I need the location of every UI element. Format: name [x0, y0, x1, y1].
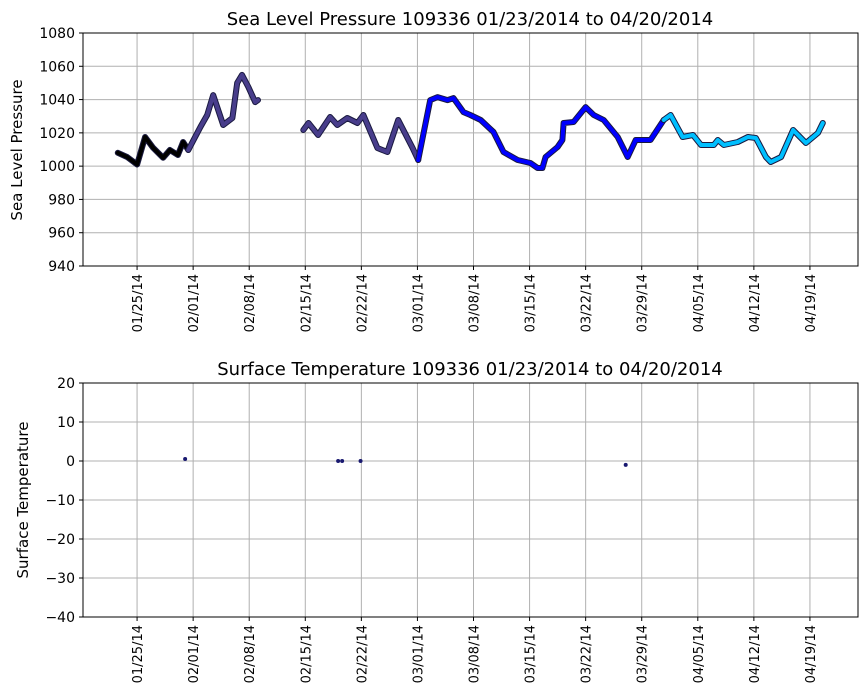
- y-tick-label: −40: [45, 610, 75, 626]
- x-tick-label: 03/15/14: [524, 274, 539, 332]
- y-tick-label: 1080: [39, 26, 75, 42]
- y-tick-label: −20: [45, 532, 75, 548]
- x-tick-label: 02/01/14: [187, 274, 202, 332]
- x-tick-label: 04/12/14: [748, 625, 763, 683]
- sea-level-pressure-chart: Sea Level Pressure 109336 01/23/2014 to …: [8, 9, 859, 332]
- chart-title: Surface Temperature 109336 01/23/2014 to…: [217, 359, 722, 380]
- x-tick-label: 02/22/14: [355, 625, 370, 683]
- x-tick-label: 01/25/14: [131, 274, 146, 332]
- y-axis-label: Surface Temperature: [14, 422, 32, 579]
- data-point: [340, 459, 345, 463]
- x-tick-label: 04/12/14: [748, 274, 763, 332]
- x-tick-label: 03/22/14: [580, 274, 595, 332]
- series-line-segment-5: [661, 113, 825, 164]
- series-line-segment-3: [301, 113, 421, 162]
- y-tick-label: 1060: [39, 59, 75, 75]
- x-tick-label: 02/08/14: [243, 274, 258, 332]
- x-tick-label: 04/19/14: [804, 625, 819, 683]
- y-tick-label: 10: [57, 415, 75, 431]
- y-tick-label: 1040: [39, 93, 75, 109]
- plot-frame: [82, 382, 859, 618]
- x-tick-label: 03/29/14: [636, 625, 651, 683]
- y-tick-label: 0: [66, 454, 75, 470]
- x-tick-label: 03/08/14: [468, 274, 483, 332]
- x-tick-label: 03/01/14: [411, 625, 426, 683]
- y-tick-label: 1020: [39, 126, 75, 142]
- y-tick-label: 980: [48, 192, 75, 208]
- x-tick-label: 03/15/14: [524, 625, 539, 683]
- x-tick-label: 02/01/14: [187, 625, 202, 683]
- series-line-segment-2: [186, 72, 260, 152]
- y-tick-label: 940: [48, 259, 75, 275]
- x-tick-label: 03/01/14: [411, 274, 426, 332]
- y-tick-label: 1000: [39, 159, 75, 175]
- data-point: [183, 457, 188, 462]
- surface-temperature-chart: Surface Temperature 109336 01/23/2014 to…: [14, 359, 859, 683]
- x-tick-label: 02/22/14: [355, 274, 370, 332]
- data-point: [358, 459, 363, 463]
- x-tick-label: 04/05/14: [692, 625, 707, 683]
- x-tick-label: 04/19/14: [804, 274, 819, 332]
- x-tick-label: 03/29/14: [636, 274, 651, 332]
- y-tick-label: −10: [45, 493, 75, 509]
- y-tick-label: 960: [48, 226, 75, 242]
- x-tick-label: 03/22/14: [580, 625, 595, 683]
- x-tick-label: 02/15/14: [299, 274, 314, 332]
- series-line-segment-4: [416, 95, 666, 170]
- x-tick-label: 01/25/14: [131, 625, 146, 683]
- chart-title: Sea Level Pressure 109336 01/23/2014 to …: [227, 9, 714, 30]
- x-tick-label: 02/08/14: [243, 625, 258, 683]
- y-tick-label: −30: [45, 571, 75, 587]
- series-line-segment-1: [115, 135, 191, 167]
- data-point: [336, 459, 341, 463]
- x-tick-label: 03/08/14: [468, 625, 483, 683]
- y-axis-label: Sea Level Pressure: [8, 79, 26, 220]
- x-tick-label: 02/15/14: [299, 625, 314, 683]
- y-tick-label: 20: [57, 376, 75, 392]
- plot-frame: [82, 32, 859, 267]
- x-tick-label: 04/05/14: [692, 274, 707, 332]
- data-point: [623, 462, 628, 467]
